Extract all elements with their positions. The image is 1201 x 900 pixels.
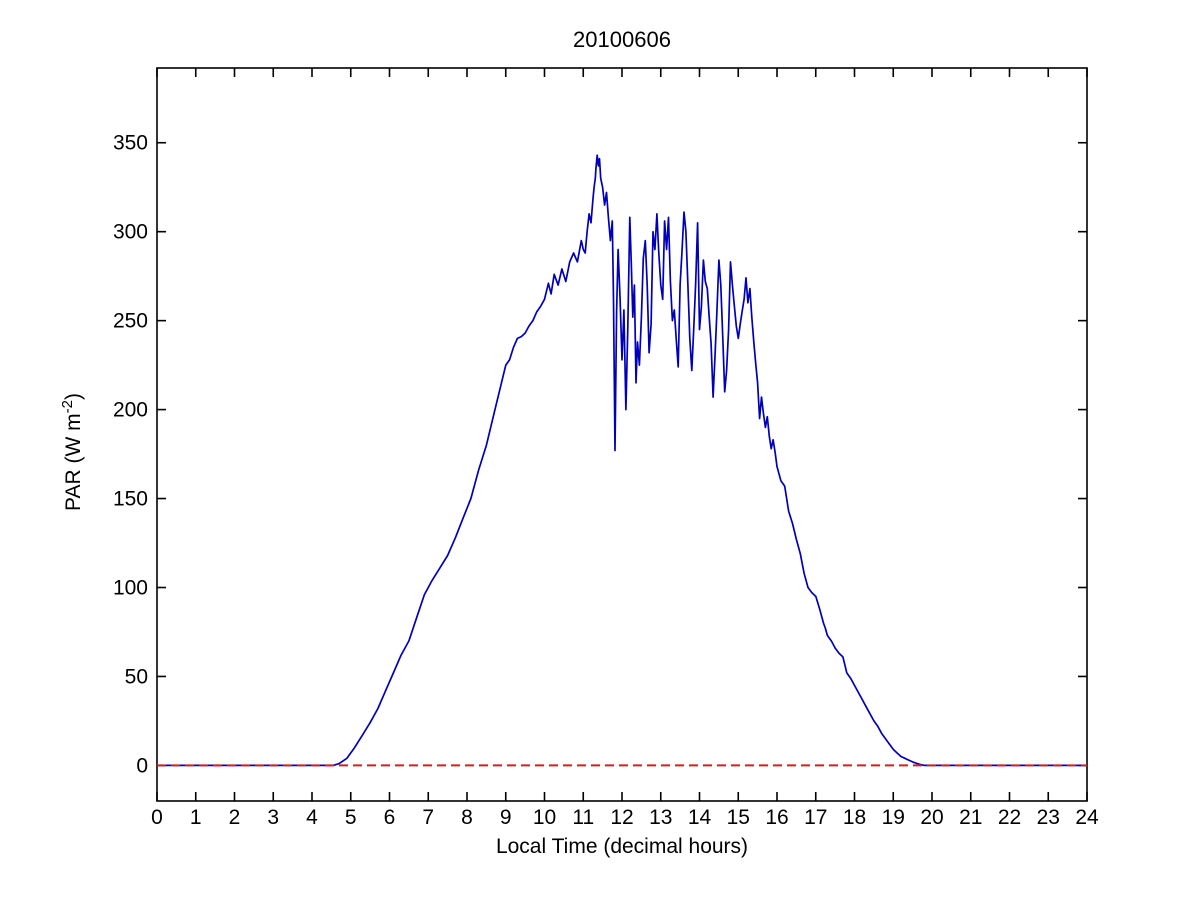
y-tick-label: 350: [113, 132, 148, 155]
chart-title: 20100606: [573, 27, 671, 52]
y-tick-label: 50: [125, 665, 148, 688]
x-tick-label: 20: [920, 806, 943, 829]
x-tick-label: 9: [500, 806, 512, 829]
x-tick-label: 21: [959, 806, 982, 829]
x-tick-label: 15: [727, 806, 750, 829]
y-axis-label: PAR (W m-2): [59, 393, 86, 511]
x-tick-label: 17: [804, 806, 827, 829]
x-tick-label: 7: [422, 806, 434, 829]
x-tick-label: 23: [1037, 806, 1060, 829]
x-tick-label: 22: [998, 806, 1021, 829]
y-tick-label: 150: [113, 488, 148, 511]
x-tick-label: 16: [765, 806, 788, 829]
x-tick-label: 14: [688, 806, 712, 829]
x-tick-label: 24: [1075, 806, 1099, 829]
x-tick-label: 13: [649, 806, 672, 829]
plot-box: [156, 67, 1088, 802]
x-tick-label: 11: [572, 806, 594, 829]
x-tick-label: 8: [461, 806, 473, 829]
x-tick-label: 5: [345, 806, 357, 829]
x-tick-label: 6: [384, 806, 396, 829]
x-tick-label: 18: [843, 806, 866, 829]
x-tick-label: 0: [151, 806, 163, 829]
y-axis-label-superscript: -2: [59, 400, 76, 414]
y-axis-label-text: PAR (W m: [62, 413, 85, 511]
x-tick-label: 3: [267, 806, 279, 829]
x-tick-label: 10: [533, 806, 556, 829]
x-axis-label: Local Time (decimal hours): [495, 835, 749, 858]
y-tick-label: 200: [113, 399, 148, 422]
y-tick-label: 250: [113, 310, 148, 333]
par-line: [157, 154, 1087, 767]
x-tick-label: 12: [610, 806, 633, 829]
y-tick-label: 100: [113, 577, 148, 600]
x-tick-label: 19: [882, 806, 905, 829]
y-axis-label-close: ): [62, 393, 85, 401]
x-tick-label: 1: [190, 806, 202, 829]
x-tick-label: 4: [306, 806, 318, 829]
x-tick-label: 2: [229, 806, 241, 829]
y-tick-label: 0: [136, 754, 148, 777]
y-tick-label: 300: [113, 221, 148, 244]
